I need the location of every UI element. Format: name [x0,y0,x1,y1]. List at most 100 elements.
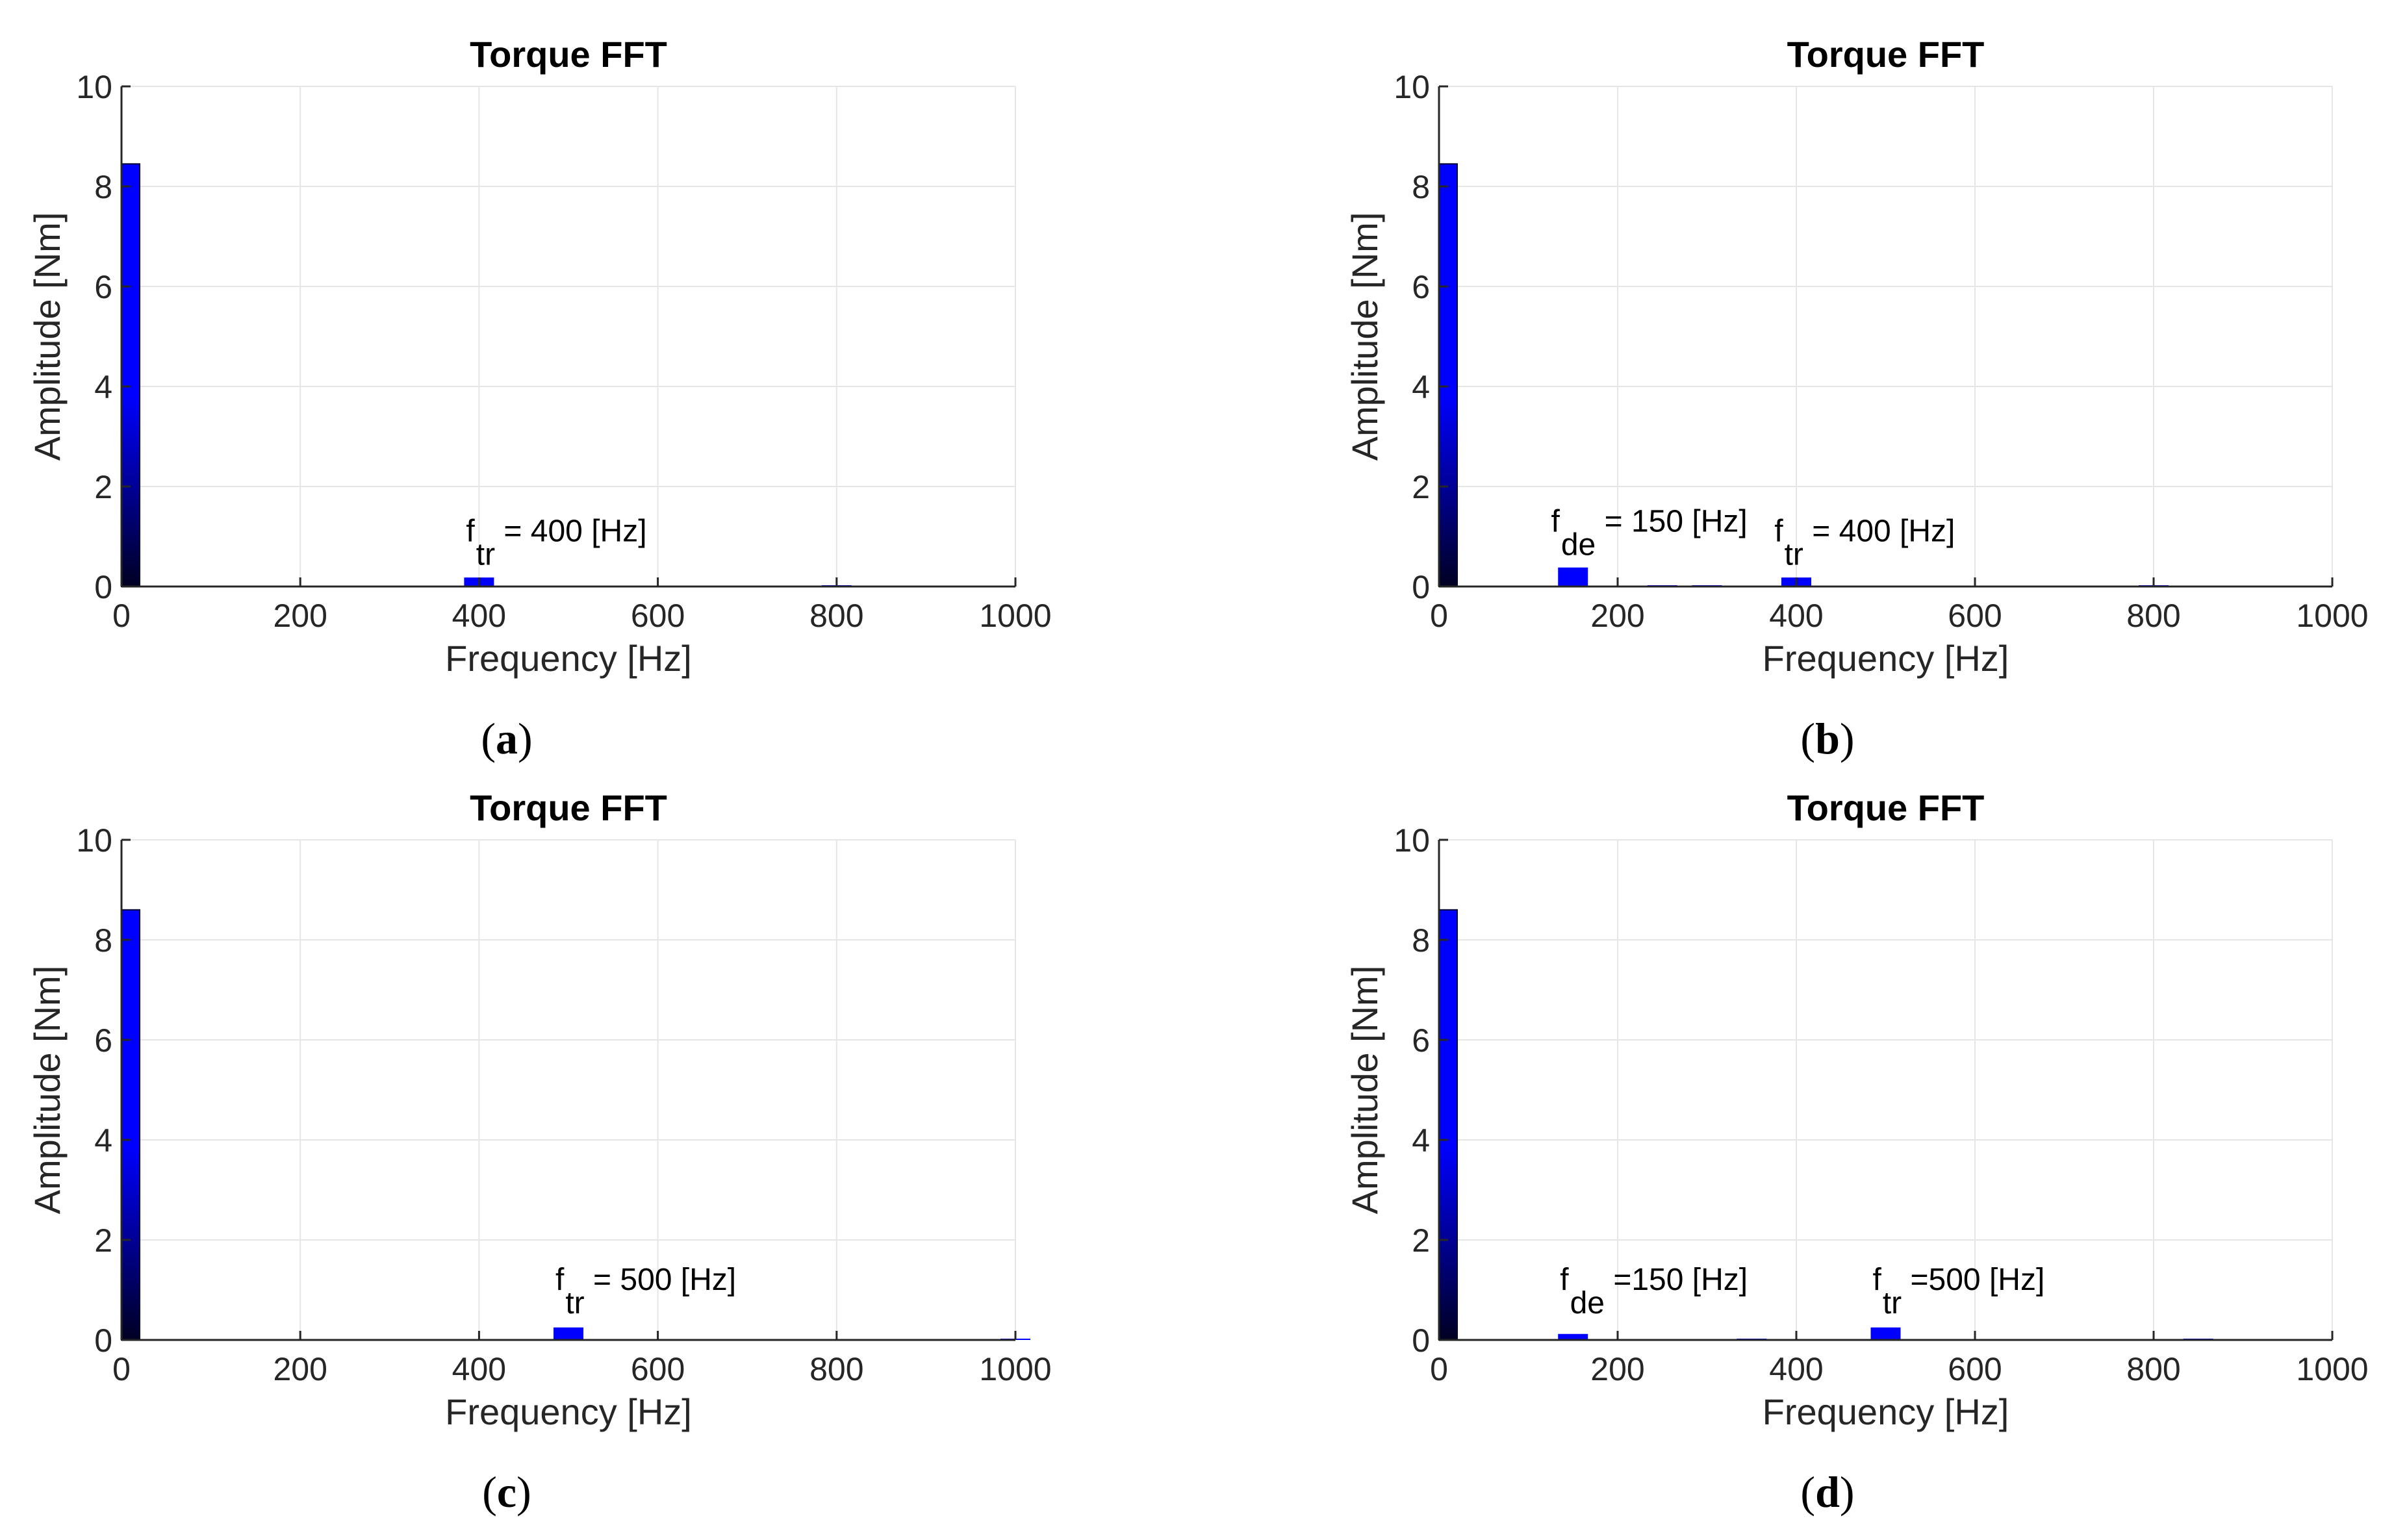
panel-label: (c) [482,1467,531,1517]
plot-area [121,86,1015,587]
chart-title: Torque FFT [1787,34,1985,75]
plot-area [1439,86,2332,587]
y-tick-label: 4 [1412,1122,1430,1159]
bar-0hz [1438,909,1458,1341]
x-tick-label: 1000 [2296,598,2368,634]
x-tick-label: 200 [1590,598,1644,634]
y-tick-label: 0 [94,569,112,605]
x-tick-label: 400 [452,598,506,634]
bar-500hz [554,1327,583,1340]
y-tick-label: 10 [76,822,112,859]
x-tick-label: 800 [2126,1351,2180,1387]
annotation-main: f [1774,514,1783,549]
y-tick-label: 4 [1412,369,1430,405]
annotation-ftr: ftr =500 [Hz] [1873,1263,2045,1320]
annotation-text: = 400 [Hz] [1803,514,1955,549]
y-tick-label: 2 [1412,469,1430,505]
x-axis-label: Frequency [Hz] [445,1391,692,1432]
annotation-sub: tr [1883,1286,1902,1320]
y-tick-label: 2 [94,469,112,505]
y-tick-label: 10 [1394,69,1430,105]
x-axis-label: Frequency [Hz] [1763,638,2009,679]
y-tick-label: 8 [1412,169,1430,205]
annotation-text: = 150 [Hz] [1596,504,1747,538]
y-tick-label: 0 [94,1322,112,1359]
annotation-sub: tr [1785,538,1803,572]
x-tick-label: 1000 [979,1351,1051,1387]
x-tick-label: 600 [1948,1351,2002,1387]
annotation-ftr: ftr = 400 [Hz] [1774,514,1955,572]
bar-0hz [1438,163,1458,588]
annotation-sub: tr [476,538,495,572]
x-tick-label: 200 [273,598,327,634]
annotation-text: = 400 [Hz] [495,514,646,549]
y-tick-label: 6 [94,269,112,305]
x-tick-label: 0 [1430,598,1448,634]
y-axis-label: Amplitude [Nm] [27,966,68,1215]
y-tick-label: 0 [1412,1322,1430,1359]
x-tick-label: 200 [1590,1351,1644,1387]
panel-label: (b) [1800,714,1854,763]
y-tick-label: 8 [94,922,112,959]
panel-label: (d) [1800,1467,1854,1517]
annotation-text: = 500 [Hz] [585,1263,736,1297]
chart-title: Torque FFT [1787,787,1985,828]
x-tick-label: 400 [1769,1351,1823,1387]
annotation-main: f [466,514,475,549]
annotation-main: f [1560,1263,1569,1297]
x-tick-label: 800 [2126,598,2180,634]
x-axis-label: Frequency [Hz] [445,638,692,679]
y-tick-label: 10 [1394,822,1430,859]
chart-title: Torque FFT [470,34,667,75]
chart-panel-d: 0 200 400 600 800 1000 0 2 4 6 8 10 Torque FFT Freque… [1344,787,2369,1432]
y-axis-label: Amplitude [Nm] [27,212,68,461]
annotation-ftr: ftr = 500 [Hz] [555,1263,736,1320]
x-tick-label: 800 [809,1351,863,1387]
chart-panel-c: 0 200 400 600 800 1000 0 2 4 6 8 10 Torque FFT Freque… [27,787,1052,1432]
x-tick-label: 0 [1430,1351,1448,1387]
y-tick-label: 6 [1412,269,1430,305]
chart-panel-b: 0 200 400 600 800 1000 0 2 4 6 8 10 Torque FFT Freque… [1344,34,2369,679]
bar-500hz [1870,1327,1901,1340]
x-tick-label: 0 [112,1351,131,1387]
panel-label: (a) [481,714,532,763]
x-tick-label: 400 [1769,598,1823,634]
annotation-text: =500 [Hz] [1902,1263,2044,1297]
x-tick-label: 400 [452,1351,506,1387]
y-tick-label: 6 [1412,1022,1430,1059]
x-tick-label: 600 [631,1351,685,1387]
y-tick-label: 2 [94,1222,112,1259]
bar-0hz [121,909,140,1341]
annotation-main: f [1551,504,1560,538]
x-tick-label: 600 [1948,598,2002,634]
x-tick-label: 1000 [979,598,1051,634]
plot-area [1439,840,2332,1340]
annotation-main: f [555,1263,565,1297]
y-tick-label: 0 [1412,569,1430,605]
y-tick-label: 6 [94,1022,112,1059]
y-tick-label: 8 [94,169,112,205]
chart-title: Torque FFT [470,787,667,828]
annotation-sub: de [1561,527,1596,562]
x-tick-label: 600 [631,598,685,634]
x-tick-label: 800 [809,598,863,634]
y-tick-label: 4 [94,369,112,405]
x-tick-label: 1000 [2296,1351,2368,1387]
bar-0hz [121,163,140,588]
y-tick-label: 10 [76,69,112,105]
y-tick-label: 8 [1412,922,1430,959]
bar-150hz [1558,567,1588,587]
annotation-text: =150 [Hz] [1605,1263,1748,1297]
y-tick-label: 4 [94,1122,112,1159]
annotation-fde: fde =150 [Hz] [1560,1263,1748,1320]
y-axis-label: Amplitude [Nm] [1344,212,1385,461]
x-tick-label: 0 [112,598,131,634]
bar-150hz [1558,1333,1588,1340]
plot-area [121,840,1015,1340]
y-tick-label: 2 [1412,1222,1430,1259]
chart-panel-a: 0 200 400 600 800 1000 0 2 4 6 8 10 Torque FFT Freque… [27,34,1052,679]
annotation-fde: fde = 150 [Hz] [1551,504,1748,562]
y-axis-label: Amplitude [Nm] [1344,966,1385,1215]
annotation-sub: de [1570,1286,1605,1320]
